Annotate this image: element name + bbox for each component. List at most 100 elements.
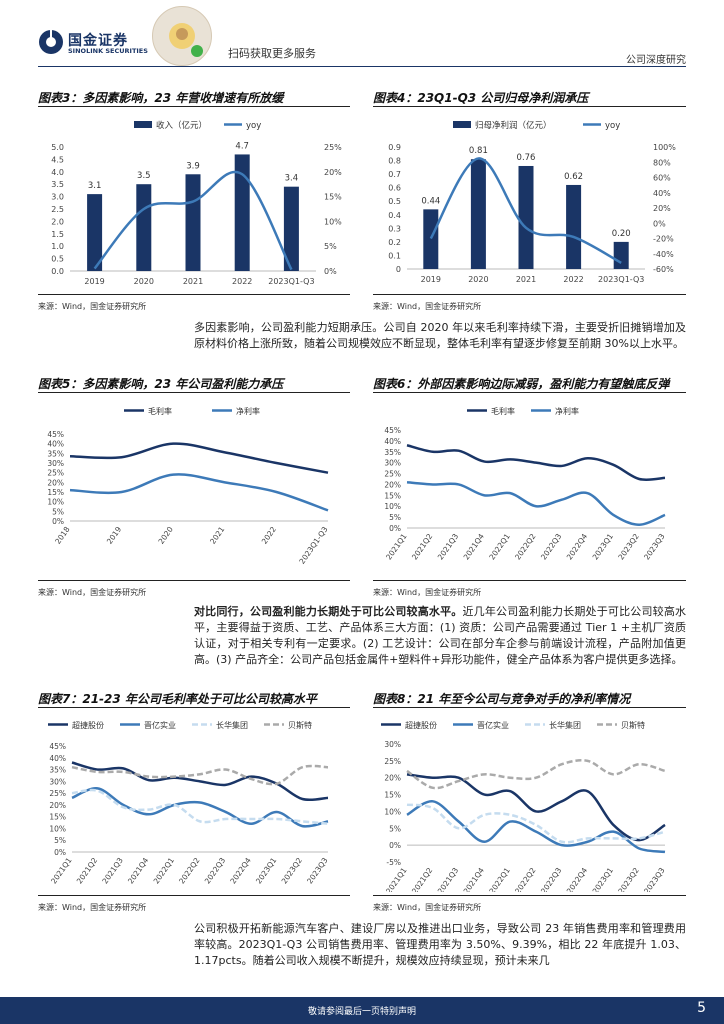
y-tick-label: 10% <box>47 498 64 507</box>
x-tick-label: 2020 <box>468 275 488 284</box>
y-tick-label: 15% <box>49 813 66 822</box>
legend-label: 长华集团 <box>549 720 581 730</box>
y-tick-label: 0.9 <box>388 143 401 152</box>
x-tick-label: 2023Q1-Q3 <box>297 525 329 566</box>
y-tick-label: 40% <box>47 440 64 449</box>
y-tick-label: 40% <box>49 754 66 763</box>
fig7-bottom-rule <box>38 895 350 896</box>
y-tick-label: 20% <box>47 478 64 487</box>
x-tick-label: 2023Q2 <box>616 866 641 892</box>
x-tick-label: 2022Q1 <box>487 532 512 562</box>
x-tick-label: 2022Q2 <box>177 856 202 886</box>
series-line-1 <box>406 773 666 842</box>
x-tick-label: 2022Q4 <box>228 856 253 886</box>
y-tick-label: 15% <box>384 491 401 500</box>
x-tick-label: 2021Q4 <box>462 866 487 892</box>
brand-name-en: SINOLINK SECURITIES <box>68 47 148 55</box>
y-tick-label: 0.2 <box>388 238 401 247</box>
qr-code-icon[interactable] <box>152 6 212 66</box>
x-tick-label: 2021 <box>516 275 536 284</box>
x-tick-label: 2023Q1-Q3 <box>268 277 314 286</box>
fig6-chart: 毛利率 净利率 0% 5% 10% 15% 20%25% 30% 35% 40% 45% 2021Q1… <box>384 406 667 562</box>
x-tick-label: 2018 <box>53 525 71 546</box>
legend-line-label: yoy <box>246 121 261 131</box>
x-tick-label: 2022Q3 <box>203 856 228 886</box>
legend-bar-label: 收入（亿元） <box>156 120 207 131</box>
y-tick-label: 20% <box>49 801 66 810</box>
legend-label: 净利率 <box>555 406 579 416</box>
bar-data-label: 4.7 <box>235 141 249 151</box>
fig6-bottom-rule <box>373 580 686 581</box>
y-tick-label: 35% <box>49 766 66 775</box>
brand-name-cn: 国金证券 <box>68 33 128 49</box>
fig5-title: 图表5：多因素影响，23 年公司盈利能力承压 <box>38 377 284 391</box>
fig3-title: 图表3：多因素影响，23 年营收增速有所放缓 <box>38 91 284 105</box>
y-tick-label: 15% <box>47 488 64 497</box>
y2-tick-label: 5% <box>324 242 337 251</box>
fig8-bottom-rule <box>373 895 686 896</box>
paragraph-1: 多因素影响，公司盈利能力短期承压。公司自 2020 年以来毛利率持续下滑，主要受… <box>194 321 686 350</box>
legend-label: 贝斯特 <box>621 720 645 730</box>
y-tick-label: 25% <box>49 789 66 798</box>
series-line-3 <box>71 788 329 825</box>
fig8-rule <box>373 707 686 708</box>
series-line-1 <box>71 761 329 802</box>
x-tick-label: 2023Q2 <box>280 856 305 886</box>
x-tick-label: 2023Q3 <box>642 866 667 892</box>
fig4-source: 来源：Wind，国金证券研究所 <box>373 302 482 311</box>
y-tick-label: 30% <box>384 740 401 749</box>
fig5-source: 来源：Wind，国金证券研究所 <box>38 588 147 597</box>
y-tick-label: 0% <box>389 524 401 533</box>
y-tick-label: 1.5 <box>51 230 64 239</box>
x-tick-label: 2021 <box>183 277 203 286</box>
y-tick-label: 20% <box>384 774 401 783</box>
y-tick-label: 3.0 <box>51 193 64 202</box>
x-tick-label: 2023Q3 <box>305 856 330 886</box>
x-tick-label: 2021Q1 <box>384 866 409 892</box>
y-tick-label: 10% <box>384 807 401 816</box>
x-tick-label: 2022Q2 <box>513 532 538 562</box>
paragraph-2-body: 近几年公司盈利能力长期处于可比公司较高水平，主要得益于资质、工艺、产品体系三大方… <box>194 605 687 666</box>
y-tick-label: 0.8 <box>388 157 401 166</box>
fig8-source: 来源：Wind，国金证券研究所 <box>373 903 482 912</box>
y2-tick-label: 0% <box>324 267 337 276</box>
y2-tick-label: 80% <box>653 158 671 167</box>
fig5-bottom-rule <box>38 580 350 581</box>
fig3-chart: 收入（亿元） yoy 0.0 0.5 1.0 1.5 2.0 2.5 3.0 3.5 4.0 4.5 5… <box>51 120 342 286</box>
x-tick-label: 2022 <box>232 277 252 286</box>
x-tick-label: 2022Q3 <box>539 866 564 892</box>
y2-tick-label: 25% <box>324 143 342 152</box>
y2-tick-label: -60% <box>653 265 674 274</box>
bar <box>185 174 201 271</box>
x-tick-label: 2021Q4 <box>126 856 151 886</box>
y-tick-label: 30% <box>47 459 64 468</box>
y-tick-label: 40% <box>384 437 401 446</box>
y-tick-label: 30% <box>384 459 401 468</box>
series-line-1 <box>406 444 666 482</box>
y-tick-label: 0 <box>396 265 401 274</box>
y-tick-label: 5.0 <box>51 143 64 152</box>
x-tick-label: 2021Q3 <box>436 532 461 562</box>
bar-data-label: 3.5 <box>137 171 151 181</box>
logo-icon <box>39 30 63 54</box>
x-tick-label: 2019 <box>421 275 441 284</box>
fig7-title: 图表7：21-23 年公司毛利率处于可比公司较高水平 <box>38 692 317 706</box>
fig8-title: 图表8：21 年至今公司与竞争对手的净利率情况 <box>373 692 631 706</box>
series-line-2 <box>71 787 329 828</box>
fig4-title: 图表4：23Q1-Q3 公司归母净利润承压 <box>373 91 589 105</box>
legend-bar-swatch <box>453 121 471 128</box>
x-tick-label: 2023Q2 <box>616 532 641 562</box>
x-tick-label: 2022Q1 <box>152 856 177 886</box>
x-tick-label: 2020 <box>157 525 175 546</box>
bar-data-label: 0.76 <box>517 153 536 163</box>
x-tick-label: 2021 <box>208 525 226 546</box>
x-tick-label: 2023Q1 <box>591 866 616 892</box>
x-tick-label: 2021Q3 <box>436 866 461 892</box>
legend-label: 晋亿实业 <box>144 720 176 730</box>
page-number: 5 <box>697 1000 706 1016</box>
legend-label: 晋亿实业 <box>477 720 509 730</box>
legend-label: 贝斯特 <box>288 720 312 730</box>
x-tick-label: 2021Q2 <box>410 532 435 562</box>
y-tick-label: 0% <box>54 848 66 857</box>
fig3-bottom-rule <box>38 294 350 295</box>
